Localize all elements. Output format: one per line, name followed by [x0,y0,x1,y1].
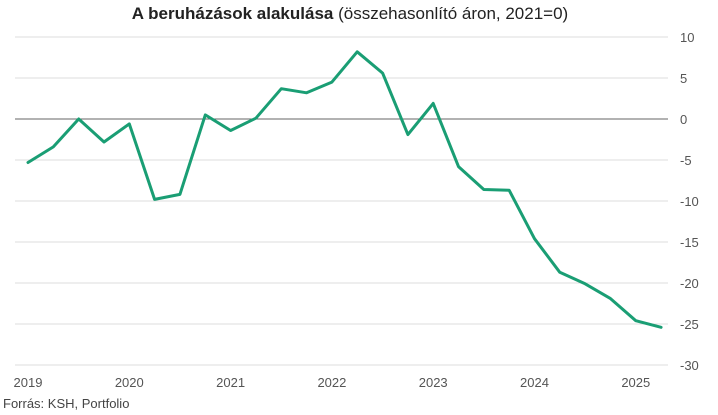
x-tick-label: 2025 [621,375,650,390]
data-point [280,87,283,90]
x-tick-label: 2023 [419,375,448,390]
y-tick-label: -30 [680,358,699,373]
y-tick-label: -20 [680,276,699,291]
x-tick-label: 2022 [317,375,346,390]
data-point [305,91,308,94]
data-point [330,81,333,84]
y-tick-label: 5 [680,71,687,86]
data-point [609,297,612,300]
data-point [102,140,105,143]
data-point [153,198,156,201]
series-layer [26,50,663,329]
data-point [584,282,587,285]
data-point [558,271,561,274]
y-tick-label: -10 [680,194,699,209]
data-point [660,326,663,329]
y-axis-tick-labels: 10 5 0 -5 -10 -15 -20 -25 -30 [680,30,699,373]
y-tick-label: -25 [680,317,699,332]
data-point [432,102,435,105]
data-point [204,113,207,116]
grid-layer [15,36,668,366]
data-point [229,129,232,132]
chart-title-bold: A beruházások alakulása [131,4,334,23]
y-tick-label: -15 [680,235,699,250]
data-point [634,319,637,322]
data-point [27,161,30,164]
x-axis-tick-labels: 2019 2020 2021 2022 2023 2024 2025 [14,375,651,390]
chart-title-normal: (összehasonlító áron, 2021=0) [333,4,569,23]
data-point [356,50,359,53]
data-point [508,189,511,192]
x-tick-label: 2024 [520,375,549,390]
data-point [533,237,536,240]
series-line [26,50,663,329]
data-point [52,145,55,148]
data-point [178,193,181,196]
x-tick-label: 2020 [115,375,144,390]
data-point [77,118,80,121]
data-point [457,165,460,168]
data-point [128,122,131,125]
y-tick-label: -5 [680,153,692,168]
data-point [482,188,485,191]
y-tick-label: 0 [680,112,687,127]
x-tick-label: 2021 [216,375,245,390]
chart-title: A beruházások alakulása (összehasonlító … [0,4,700,24]
data-point [254,117,257,120]
source-note: Forrás: KSH, Portfolio [3,396,130,411]
data-point [381,72,384,75]
y-tick-label: 10 [680,30,694,45]
data-point [406,133,409,136]
x-tick-label: 2019 [14,375,43,390]
